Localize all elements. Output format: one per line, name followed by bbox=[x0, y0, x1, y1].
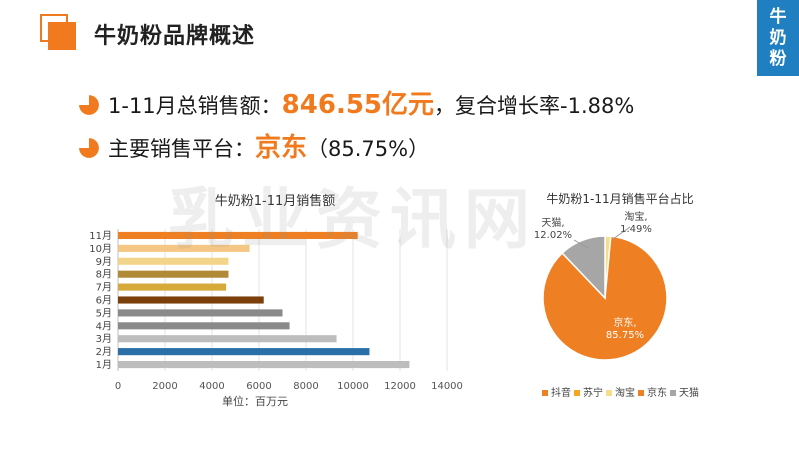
bar-x-tick-label: 2000 bbox=[152, 381, 177, 392]
bullet-main-platform: 主要销售平台：京东（85.75%） bbox=[78, 127, 429, 164]
corner-tag: 牛 奶 粉 bbox=[757, 0, 799, 76]
corner-tag-char: 牛 bbox=[769, 6, 787, 27]
bar-y-tick-label: 4月 bbox=[96, 320, 112, 332]
bar-x-tick-label: 4000 bbox=[199, 381, 224, 392]
pie-legend-label: 天猫 bbox=[679, 386, 699, 399]
bar bbox=[118, 257, 229, 265]
pie-chart-title: 牛奶粉1-11月销售平台占比 bbox=[546, 191, 693, 206]
bar-y-tick-label: 10月 bbox=[89, 243, 112, 255]
pie-data-label-value: 85.75% bbox=[606, 330, 644, 341]
pie-leader-line bbox=[573, 239, 589, 249]
bar bbox=[118, 296, 264, 304]
total-sales-value: 846.55亿元 bbox=[281, 90, 435, 120]
pie-data-label-value: 1.49% bbox=[620, 224, 652, 235]
bar-y-tick-label: 8月 bbox=[96, 269, 112, 281]
page-title: 牛奶粉品牌概述 bbox=[94, 24, 256, 49]
pie-data-label-value: 12.02% bbox=[534, 230, 572, 241]
bar-y-tick-label: 5月 bbox=[96, 307, 112, 319]
pie-legend-swatch bbox=[542, 390, 548, 396]
main-platform-value: 京东 bbox=[255, 133, 308, 163]
bar bbox=[118, 309, 283, 317]
title-icon bbox=[40, 14, 76, 50]
bar bbox=[118, 348, 370, 356]
pie-data-label-name: 京东, bbox=[613, 316, 636, 329]
bullet-suffix: ，复合增长率-1.88% bbox=[434, 94, 635, 118]
bar-y-tick-label: 7月 bbox=[96, 282, 112, 294]
title-icon-front bbox=[48, 22, 76, 50]
bar bbox=[118, 270, 229, 278]
bar-x-tick-label: 14000 bbox=[431, 381, 463, 392]
bar-y-tick-label: 11月 bbox=[89, 230, 112, 242]
bar-x-tick-label: 12000 bbox=[384, 381, 416, 392]
pie-legend-swatch bbox=[574, 390, 580, 396]
pie-legend-label: 抖音 bbox=[551, 386, 571, 399]
bar-x-tick-label: 8000 bbox=[293, 381, 318, 392]
bar-y-tick-label: 3月 bbox=[96, 333, 112, 345]
bar-x-tick-label: 0 bbox=[115, 381, 121, 392]
bar bbox=[118, 244, 250, 252]
pie-legend-swatch bbox=[638, 390, 644, 396]
pie-legend-label: 淘宝 bbox=[615, 386, 635, 399]
bar bbox=[118, 283, 227, 291]
corner-tag-char: 奶 bbox=[769, 27, 787, 48]
bar-y-tick-label: 6月 bbox=[96, 295, 112, 307]
pie-legend-swatch bbox=[606, 390, 612, 396]
bar-x-tick-label: 10000 bbox=[337, 381, 369, 392]
bar-x-tick-label: 6000 bbox=[246, 381, 271, 392]
corner-tag-char: 粉 bbox=[769, 48, 787, 69]
pie-legend-label: 苏宁 bbox=[583, 386, 603, 399]
pie-leader-line bbox=[612, 226, 631, 240]
bar-chart-title: 牛奶粉1-11月销售额 bbox=[215, 193, 336, 209]
pie-data-label-name: 天猫, bbox=[541, 216, 564, 229]
bar-y-tick-label: 2月 bbox=[96, 346, 112, 358]
pie-legend-swatch bbox=[670, 390, 676, 396]
pie-data-label-name: 淘宝, bbox=[624, 210, 647, 223]
bullet-suffix: （85.75%） bbox=[307, 137, 430, 161]
bullet-label: 主要销售平台： bbox=[108, 137, 255, 161]
pie-bullet-icon bbox=[79, 95, 99, 115]
bullet-total-sales: 1-11月总销售额：846.55亿元，复合增长率-1.88% bbox=[78, 84, 634, 121]
bar-y-tick-label: 9月 bbox=[96, 256, 112, 268]
bar bbox=[118, 360, 410, 369]
bar-y-tick-label: 1月 bbox=[96, 359, 112, 371]
bullet-label: 1-11月总销售额： bbox=[108, 94, 282, 118]
bar-x-axis-label: 单位：百万元 bbox=[222, 394, 288, 408]
pie-legend-label: 京东 bbox=[647, 386, 667, 399]
pie-slice bbox=[561, 235, 606, 300]
bar bbox=[118, 335, 337, 343]
bar bbox=[118, 231, 358, 240]
pie-bullet-icon bbox=[79, 138, 99, 158]
bar bbox=[118, 322, 290, 330]
